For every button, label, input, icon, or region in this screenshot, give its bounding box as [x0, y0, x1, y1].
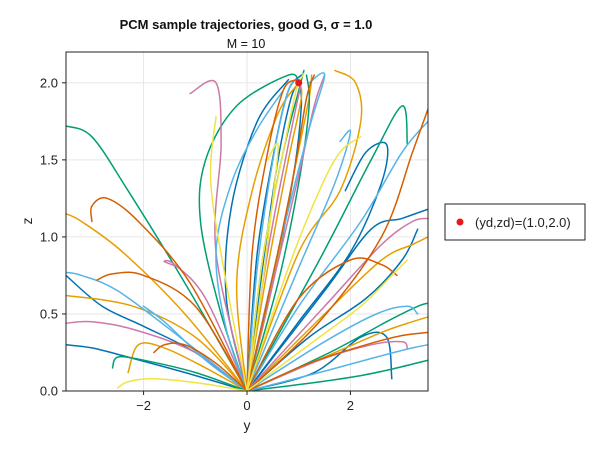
trajectory-line: [246, 208, 428, 391]
trajectory-line: [246, 78, 297, 391]
trajectory-line: [246, 108, 428, 391]
y-tick-label: 1.5: [40, 152, 58, 167]
x-tick-label: 0: [243, 398, 250, 413]
trajectory-line: [163, 259, 248, 391]
target-marker-group: [295, 79, 303, 87]
x-axis-label: y: [244, 417, 251, 433]
trajectory-line: [246, 129, 352, 391]
trajectory-line: [90, 197, 248, 391]
trajectory-line: [127, 342, 248, 391]
trajectory-line: [246, 74, 315, 391]
trajectory-line: [246, 136, 362, 391]
trajectory-line: [246, 217, 428, 391]
axis-ticks: −2 0 2 0.0 0.5 1.0 1.5 2.0: [40, 75, 354, 413]
trajectory-line: [246, 74, 311, 391]
trajectory-line: [215, 89, 284, 391]
legend-label: (yd,zd)=(1.0,2.0): [475, 215, 571, 230]
trajectory-line: [246, 78, 300, 391]
y-tick-label: 2.0: [40, 75, 58, 90]
trajectory-line: [246, 105, 409, 391]
y-axis-label: z: [19, 218, 35, 225]
y-tick-label: 1.0: [40, 229, 58, 244]
legend: (yd,zd)=(1.0,2.0): [444, 203, 586, 241]
trajectory-line: [66, 213, 248, 391]
trajectory-line: [246, 236, 428, 391]
legend-marker: [456, 218, 464, 226]
trajectory-line: [116, 377, 248, 391]
trajectory-line: [153, 342, 248, 391]
chart-subtitle: M = 10: [227, 37, 266, 51]
trajectory-line: [246, 74, 326, 391]
trajectory-line: [246, 340, 409, 391]
x-tick-label: 2: [347, 398, 354, 413]
trajectory-line: [246, 257, 398, 391]
trajectory-line: [111, 355, 248, 391]
y-tick-label: 0.5: [40, 306, 58, 321]
trajectory-line: [246, 344, 428, 391]
trajectory-line: [246, 120, 428, 391]
y-tick-label: 0.0: [40, 384, 58, 399]
trajectory-line: [66, 294, 248, 391]
target-point: [295, 79, 303, 87]
trajectory-line: [209, 115, 248, 391]
chart-title: PCM sample trajectories, good G, σ = 1.0: [120, 17, 373, 32]
legend-box: [444, 203, 586, 241]
trajectory-line: [142, 305, 248, 391]
trajectory-line: [246, 82, 303, 391]
trajectory-line: [198, 73, 300, 391]
trajectory-line: [246, 331, 428, 391]
trajectory-line: [246, 359, 428, 391]
trajectory-line: [96, 271, 248, 391]
trajectory-line: [246, 69, 363, 391]
trajectories: [66, 69, 428, 391]
trajectory-line: [66, 271, 248, 391]
trajectory-line: [246, 259, 409, 391]
x-tick-label: −2: [136, 398, 151, 413]
trajectory-line: [235, 82, 300, 391]
trajectory-line: [189, 79, 248, 391]
trajectory-line: [246, 305, 419, 391]
